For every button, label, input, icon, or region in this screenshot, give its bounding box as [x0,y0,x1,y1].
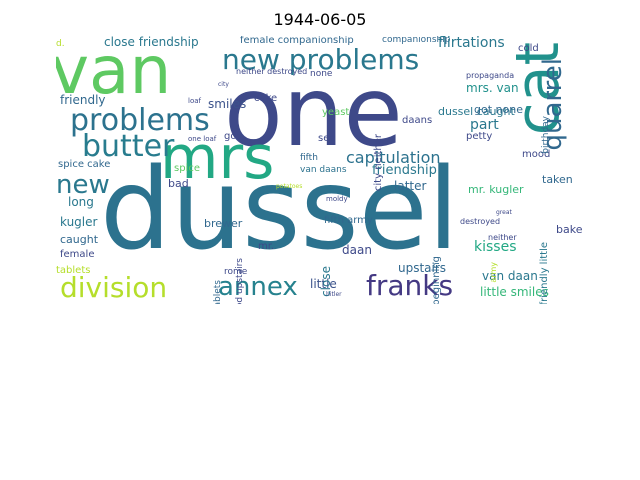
word-flirtations: flirtations [438,36,505,51]
word-van-daans: van daans [300,165,347,175]
word-one: one [224,56,403,168]
word-part: part [470,117,499,133]
word-female: female [60,249,95,260]
word-kisses: kisses [474,239,517,255]
word-potatoes: potatoes [276,183,303,190]
word-moldy: moldy [326,195,348,203]
word-cold: cold [518,43,539,54]
word-upstairs: upstairs [398,261,447,275]
word-friendly-little: friendly little [539,242,550,304]
word-spice-cake: spice cake [58,159,111,170]
word-city: city [218,81,229,88]
word-fifth: fifth [300,153,318,163]
word-butter: butter [82,129,175,164]
word-division: division [60,271,168,304]
word-friendship: friendship [372,163,437,178]
word-cloud: dussel one van mrs cat new problems prob… [56,36,584,304]
word-city-neither: city neither [373,134,384,192]
word-army: army [489,262,498,283]
word-caught: caught [60,233,99,246]
word-rome: rome [224,267,248,277]
word-got-none: got none [474,103,523,116]
word-mood: mood [522,149,551,160]
word-bad: bad [168,177,189,190]
word-annex: annex [218,272,298,302]
word-smiles: smiles [208,97,247,111]
word-hitler: hitler [326,291,342,298]
word-dussel-caught: dussel caught [438,105,515,118]
word-one-loaf: one loaf [188,135,217,143]
word-daans: daans [402,115,433,126]
word-beginning: beginning [431,256,442,304]
word-see: see [318,133,336,144]
word-petty: petty [466,131,493,142]
word-loaf: loaf [188,97,201,105]
word-close-friendship: close friendship [104,36,199,49]
word-new-problems: new problems [222,43,420,76]
word-neither: neither [488,233,517,242]
word-great: great [496,209,512,216]
word-got: got [224,131,241,142]
word-van: van [56,36,172,109]
word-neither-destroyed: neither destroyed [236,67,308,76]
word-dussel: dussel [100,145,459,275]
word-companionship: companionship [382,36,451,45]
word-kugler: kugler [60,215,98,229]
word-daan: daan [342,243,372,257]
word-mrs: mrs [160,123,275,193]
word-mrs-van: mrs. van [466,81,519,95]
word-taken: taken [542,173,573,186]
word-none: none [310,69,333,79]
word-spice: spice [174,163,200,174]
word-latter: latter [394,179,427,193]
word-friendly: friendly [60,93,106,107]
word-destroyed: destroyed [460,217,501,226]
word-problems: problems [70,103,210,138]
word-fifth-army: fifth army [324,215,373,226]
word-van-daan: van daan [482,269,538,283]
word-mr-kugler: mr. kugler [468,183,524,196]
word-tablets: tablets [56,265,91,276]
word-birthday: birthday [541,116,551,154]
word-yeast: yeast [322,107,350,118]
word-brewer: brewer [204,217,243,230]
word-mood-upstairs: mood upstairs [235,258,245,304]
word-female-companionship: female companionship [240,36,354,46]
word-new: new [56,170,110,200]
word-mr: mr. [258,241,275,252]
word-cake: cake [254,93,278,104]
word-propaganda: propaganda [466,71,515,80]
word-little: little [310,277,337,291]
word-yeast-tablets: yeast tablets [213,280,223,304]
word-d: d. [56,39,65,49]
word-bake: bake [556,223,583,236]
word-little-smiles: little smiles [480,285,549,299]
word-long: long [68,195,94,209]
word-franks: franks [366,269,454,302]
word-capitulation: capitulation [346,148,441,167]
chart-title: 1944-06-05 [273,10,367,29]
